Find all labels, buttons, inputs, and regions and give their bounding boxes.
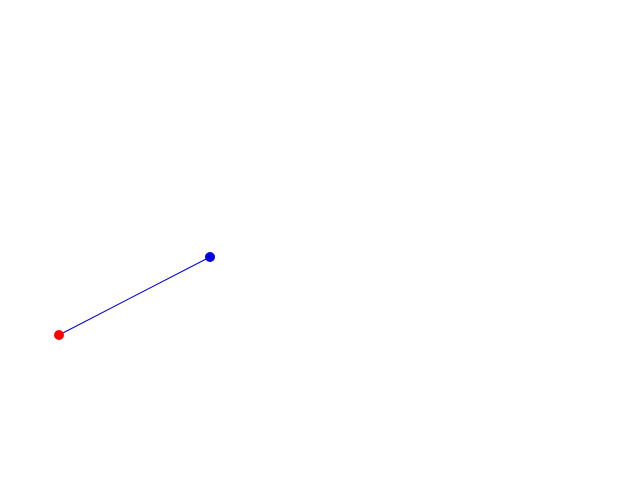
- red-point[interactable]: [54, 330, 64, 340]
- blue-point[interactable]: [205, 252, 215, 262]
- connector-line: [58, 256, 211, 336]
